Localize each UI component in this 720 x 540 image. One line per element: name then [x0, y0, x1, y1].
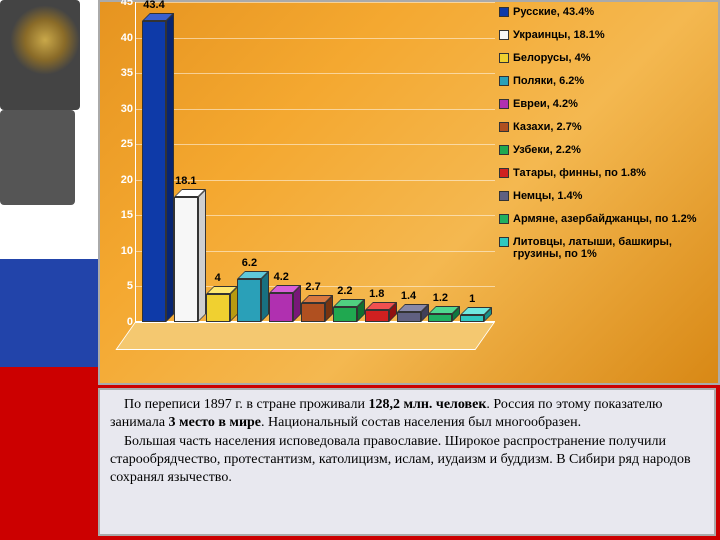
- legend-swatch: [499, 99, 509, 109]
- legend-label: Армяне, азербайджанцы, по 1.2%: [513, 213, 696, 225]
- legend-item: Евреи, 4.2%: [499, 98, 714, 110]
- legend-swatch: [499, 53, 509, 63]
- y-tick: 45: [103, 0, 133, 8]
- y-tick: 40: [103, 32, 133, 44]
- bar-front: [269, 293, 293, 322]
- bar-front: [301, 303, 325, 322]
- legend-item: Немцы, 1.4%: [499, 190, 714, 202]
- legend-swatch: [499, 122, 509, 132]
- y-tick: 10: [103, 245, 133, 257]
- legend-item: Украинцы, 18.1%: [499, 29, 714, 41]
- bar-side: [230, 286, 238, 322]
- y-tick: 35: [103, 67, 133, 79]
- legend-label: Белорусы, 4%: [513, 52, 591, 64]
- legend-label: Узбеки, 2.2%: [513, 144, 581, 156]
- bar-front: [174, 197, 198, 322]
- description-text-block: По переписи 1897 г. в стране проживали 1…: [98, 388, 716, 536]
- legend-swatch: [499, 30, 509, 40]
- legend-item: Узбеки, 2.2%: [499, 144, 714, 156]
- y-tick: 0: [103, 316, 133, 328]
- legend-item: Русские, 43.4%: [499, 6, 714, 18]
- y-tick: 5: [103, 280, 133, 292]
- chart-panel: 051015202530354045 43.418.146.24.22.72.2…: [98, 0, 720, 385]
- legend-label: Поляки, 6.2%: [513, 75, 584, 87]
- bar-value-label: 4: [198, 272, 238, 284]
- legend: Русские, 43.4% Украинцы, 18.1% Белорусы, 4…: [499, 6, 714, 271]
- legend-label: Русские, 43.4%: [513, 6, 594, 18]
- legend-label: Литовцы, латыши, башкиры, грузины, по 1%: [513, 236, 714, 260]
- legend-label: Евреи, 4.2%: [513, 98, 578, 110]
- bar-front: [142, 21, 166, 322]
- legend-item: Армяне, азербайджанцы, по 1.2%: [499, 213, 714, 225]
- gridline: [136, 2, 495, 3]
- legend-item: Казахи, 2.7%: [499, 121, 714, 133]
- y-axis: 051015202530354045: [100, 2, 135, 322]
- legend-swatch: [499, 145, 509, 155]
- bar-front: [333, 307, 357, 322]
- legend-swatch: [499, 237, 509, 247]
- paragraph-2: Большая часть населения исповедовала пра…: [110, 433, 704, 487]
- y-tick: 25: [103, 138, 133, 150]
- legend-swatch: [499, 76, 509, 86]
- bar-front: [206, 294, 230, 322]
- bar-front: [365, 310, 389, 322]
- emblem-coat-of-arms: [0, 110, 75, 205]
- bar-front: [428, 314, 452, 322]
- bar-value-label: 43.4: [134, 0, 174, 11]
- legend-swatch: [499, 191, 509, 201]
- legend-item: Поляки, 6.2%: [499, 75, 714, 87]
- legend-swatch: [499, 7, 509, 17]
- legend-label: Немцы, 1.4%: [513, 190, 582, 202]
- legend-swatch: [499, 214, 509, 224]
- bar-side: [166, 13, 174, 322]
- emblem-top: [10, 5, 80, 75]
- bar-side: [198, 189, 206, 322]
- bar-front: [237, 279, 261, 322]
- bar-value-label: 1: [452, 293, 492, 305]
- legend-item: Татары, финны, по 1.8%: [499, 167, 714, 179]
- paragraph-1: По переписи 1897 г. в стране проживали 1…: [110, 396, 704, 432]
- bar-front: [460, 315, 484, 322]
- legend-label: Украинцы, 18.1%: [513, 29, 605, 41]
- left-decoration-strip: [0, 0, 98, 540]
- legend-item: Литовцы, латыши, башкиры, грузины, по 1%: [499, 236, 714, 260]
- legend-item: Белорусы, 4%: [499, 52, 714, 64]
- legend-swatch: [499, 168, 509, 178]
- bar-front: [397, 312, 421, 322]
- bar-value-label: 18.1: [166, 175, 206, 187]
- bars-container: 43.418.146.24.22.72.21.81.41.21: [142, 10, 492, 338]
- y-tick: 30: [103, 103, 133, 115]
- legend-label: Татары, финны, по 1.8%: [513, 167, 646, 179]
- y-tick: 15: [103, 209, 133, 221]
- legend-label: Казахи, 2.7%: [513, 121, 582, 133]
- y-tick: 20: [103, 174, 133, 186]
- bar-value-label: 6.2: [229, 257, 269, 269]
